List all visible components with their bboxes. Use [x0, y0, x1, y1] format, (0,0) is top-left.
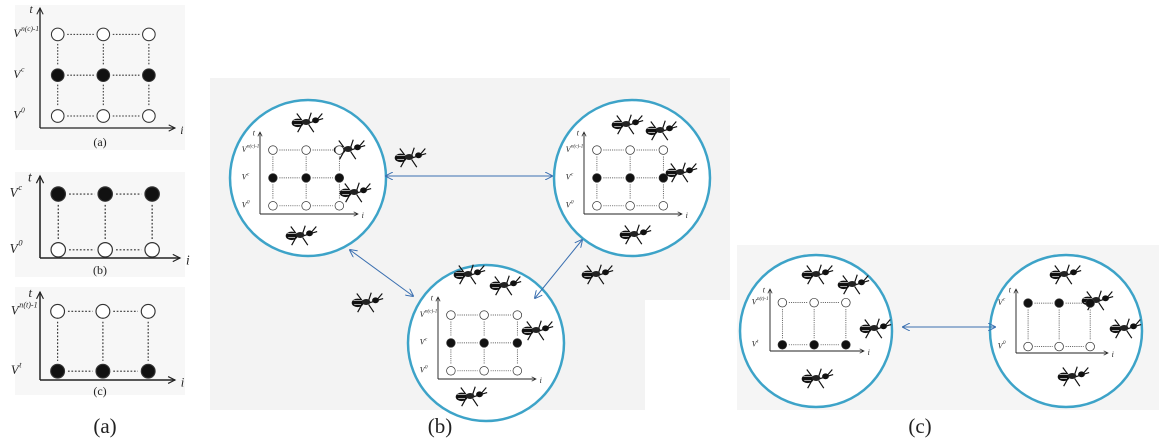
state-node: [1055, 299, 1064, 308]
state-node: [302, 201, 311, 210]
state-node: [96, 364, 110, 378]
state-node: [1024, 299, 1033, 308]
state-node: [97, 69, 110, 82]
state-node: [97, 28, 110, 41]
state-node: [513, 339, 522, 348]
state-node: [659, 146, 668, 155]
i-axis-label: i: [868, 348, 870, 357]
state-node: [447, 311, 456, 320]
state-node: [1086, 342, 1095, 351]
state-node: [593, 174, 602, 183]
panel-caption: (a): [93, 135, 106, 149]
state-node: [302, 146, 311, 155]
state-node: [269, 146, 278, 155]
state-node: [1086, 299, 1095, 308]
caption: (a): [93, 414, 116, 438]
state-node: [480, 339, 489, 348]
t-axis-label: t: [29, 286, 33, 300]
state-node: [1055, 342, 1064, 351]
state-node: [96, 304, 110, 318]
state-node: [626, 174, 635, 183]
state-node: [141, 304, 155, 318]
row-label-sup: n(t)-1: [757, 295, 768, 302]
figure: (a) (b) (c) tiVn(c)-1VcV0(a)tiVcV0(b)tiV…: [0, 0, 1159, 441]
row-label-sup: n(c)-1: [21, 24, 39, 33]
i-axis-label: i: [181, 375, 185, 389]
state-node: [51, 110, 64, 123]
state-node: [143, 28, 156, 41]
state-node: [51, 69, 64, 82]
state-node: [778, 298, 787, 307]
state-node: [98, 187, 112, 201]
state-node: [141, 364, 155, 378]
t-axis-label: t: [28, 169, 32, 184]
state-node: [842, 298, 851, 307]
state-node: [513, 311, 522, 320]
i-axis-label: i: [362, 211, 364, 220]
row-label-sup: n(c)-1: [571, 143, 583, 150]
state-node: [659, 201, 668, 210]
state-node: [51, 28, 64, 41]
state-node: [1024, 342, 1033, 351]
state-node: [97, 110, 110, 123]
i-axis-label: i: [1112, 350, 1114, 359]
state-node: [810, 298, 819, 307]
state-node: [626, 146, 635, 155]
state-node: [51, 364, 65, 378]
state-node: [659, 174, 668, 183]
state-node: [626, 201, 635, 210]
state-node: [145, 187, 159, 201]
row-label-sup: n(c)-1: [247, 143, 259, 150]
i-axis-label: i: [180, 125, 183, 137]
state-node: [593, 201, 602, 210]
i-axis-label: i: [686, 211, 688, 220]
state-node: [480, 311, 489, 320]
state-node: [51, 243, 65, 257]
panel-caption: (b): [93, 263, 107, 277]
row-label-sup: n(c)-1: [425, 308, 437, 315]
state-node: [269, 201, 278, 210]
caption: (c): [908, 414, 931, 438]
state-node: [593, 146, 602, 155]
row-label-sup: 0: [21, 105, 25, 114]
state-node: [51, 304, 65, 318]
state-node: [447, 366, 456, 375]
i-axis-label: i: [186, 253, 190, 268]
state-node: [513, 366, 522, 375]
state-node: [810, 340, 819, 349]
caption: (b): [428, 414, 453, 438]
row-label-sup: n(t)-1: [19, 300, 37, 309]
panel-caption: (c): [93, 384, 106, 398]
state-node: [51, 187, 65, 201]
row-label-sup: c: [18, 183, 22, 192]
state-node: [480, 366, 489, 375]
state-node: [98, 243, 112, 257]
state-node: [302, 174, 311, 183]
state-node: [335, 146, 344, 155]
state-node: [842, 340, 851, 349]
state-node: [447, 339, 456, 348]
state-node: [778, 340, 787, 349]
state-node: [335, 201, 344, 210]
i-axis-label: i: [540, 376, 542, 385]
state-node: [269, 174, 278, 183]
state-node: [335, 174, 344, 183]
state-node: [143, 69, 156, 82]
state-node: [145, 243, 159, 257]
state-node: [143, 110, 156, 123]
